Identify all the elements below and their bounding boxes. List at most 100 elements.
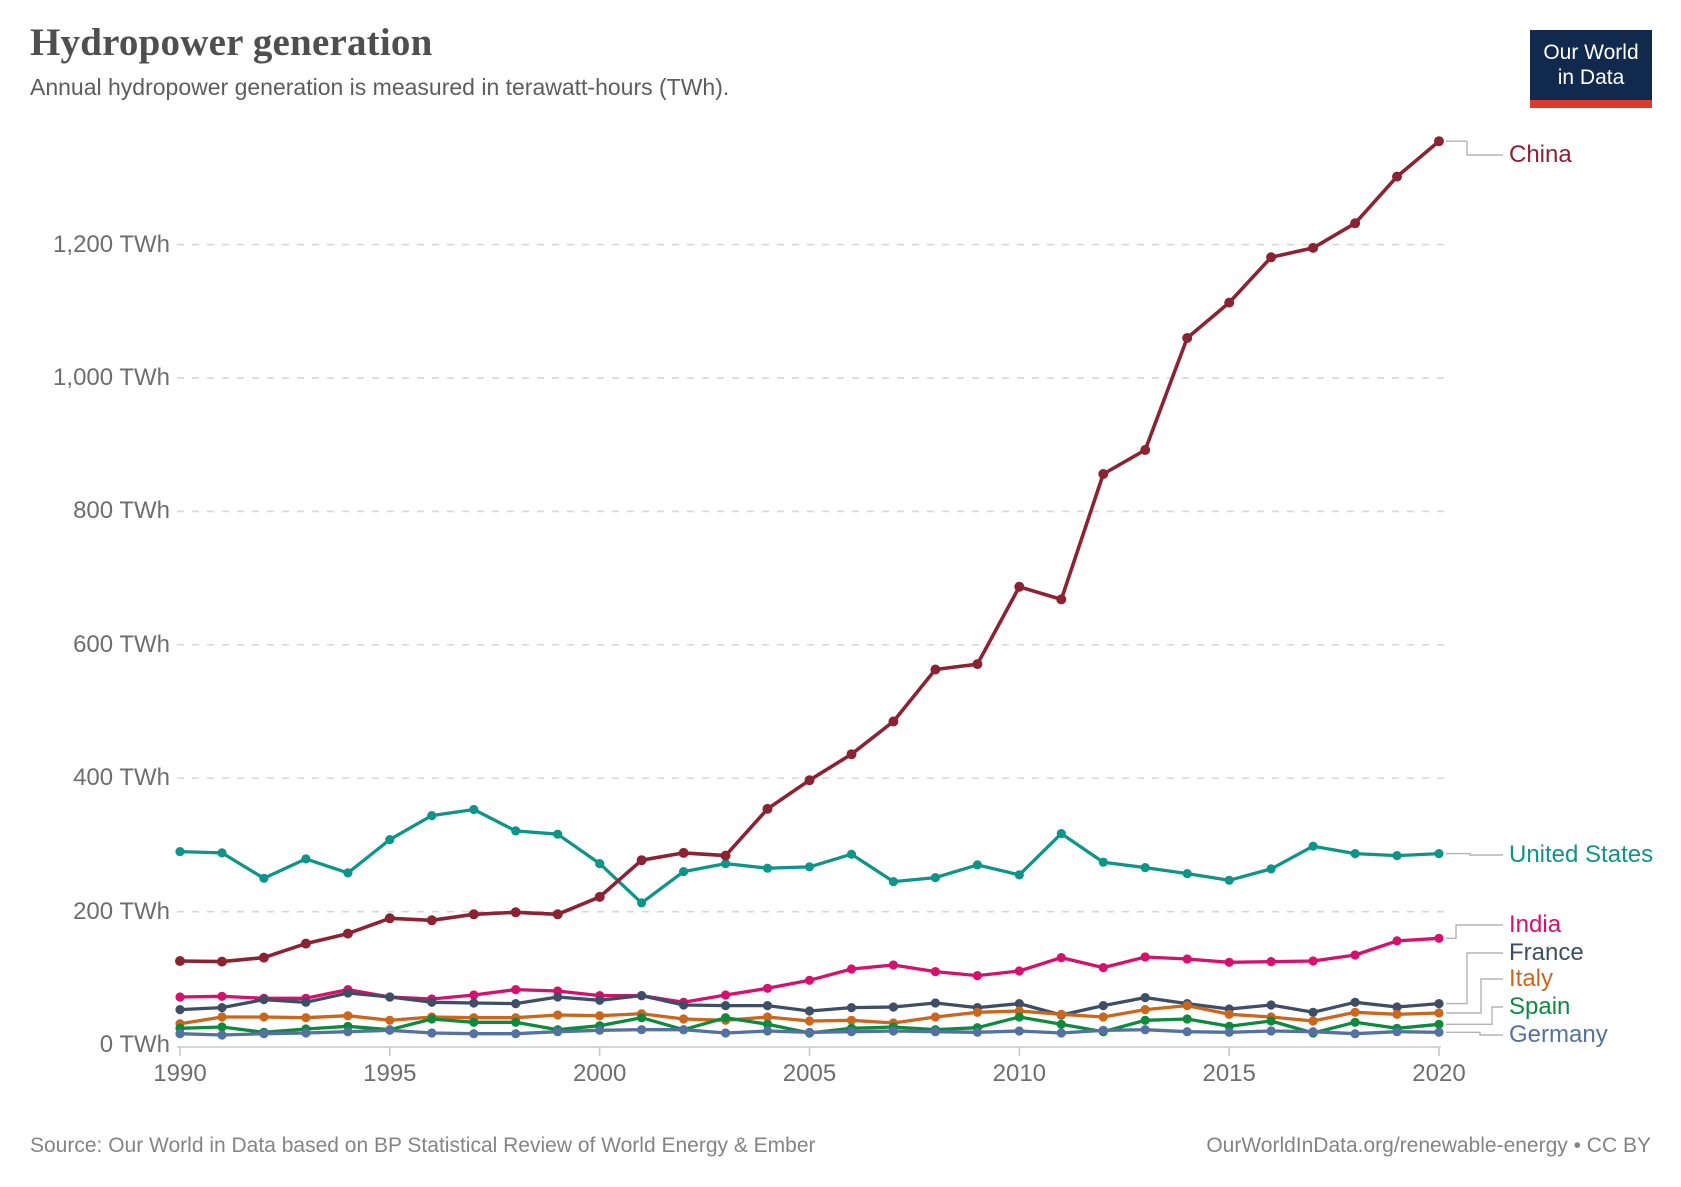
data-point-united-states xyxy=(846,849,857,859)
data-point-united-states xyxy=(721,859,731,869)
data-point-france xyxy=(1434,999,1444,1009)
y-tick-label: 1,200 TWh xyxy=(53,230,170,258)
data-point-germany xyxy=(1350,1029,1360,1039)
data-point-italy xyxy=(1056,1009,1066,1019)
data-point-germany xyxy=(511,1029,521,1039)
data-point-germany xyxy=(175,1029,185,1039)
data-point-france xyxy=(1014,999,1024,1009)
data-point-china xyxy=(1392,171,1402,182)
data-point-united-states xyxy=(1014,870,1024,880)
data-point-united-states xyxy=(511,826,521,836)
y-tick-label: 0 TWh xyxy=(99,1031,170,1058)
data-point-india xyxy=(721,990,731,1000)
data-point-india xyxy=(1392,936,1402,946)
data-point-united-states xyxy=(427,811,437,821)
data-point-germany xyxy=(721,1028,731,1038)
series-line-india xyxy=(178,936,1441,1004)
series-line-united-states xyxy=(178,807,1441,905)
data-point-united-states xyxy=(1140,863,1150,873)
y-tick-label: 200 TWh xyxy=(73,897,170,925)
data-point-spain xyxy=(217,1022,227,1032)
license-note: OurWorldInData.org/renewable-energy • CC… xyxy=(1206,1134,1651,1157)
data-point-france xyxy=(595,995,605,1005)
data-point-germany xyxy=(553,1027,563,1037)
legend-connector-france xyxy=(1446,952,1503,1005)
data-point-germany xyxy=(1098,1025,1108,1035)
data-point-france xyxy=(721,1001,731,1011)
data-point-china xyxy=(594,891,605,902)
data-point-france xyxy=(553,992,563,1002)
x-tick-label: 2010 xyxy=(992,1060,1047,1087)
data-point-germany xyxy=(846,1027,857,1037)
legend-connector-united-states xyxy=(1446,852,1503,856)
data-point-italy xyxy=(1308,1016,1318,1026)
data-point-china xyxy=(217,956,227,967)
data-point-china xyxy=(468,909,479,920)
data-point-germany xyxy=(1140,1025,1150,1035)
data-point-spain xyxy=(1140,1015,1150,1025)
owid-logo-accent-bar xyxy=(1530,100,1652,108)
data-point-italy xyxy=(553,1010,563,1020)
data-point-italy xyxy=(1098,1012,1108,1022)
x-tick-label: 2015 xyxy=(1202,1060,1256,1087)
data-point-united-states xyxy=(1098,857,1108,867)
data-point-italy xyxy=(1350,1007,1360,1017)
series-label-italy: Italy xyxy=(1509,965,1554,992)
data-point-germany xyxy=(930,1027,941,1037)
data-point-united-states xyxy=(1350,849,1360,859)
data-point-france xyxy=(427,997,437,1007)
data-point-india xyxy=(846,964,857,974)
data-point-united-states xyxy=(175,847,185,857)
data-point-united-states xyxy=(1182,869,1192,879)
data-point-india xyxy=(1140,952,1150,962)
data-point-italy xyxy=(1392,1009,1402,1019)
data-point-italy xyxy=(301,1013,311,1023)
data-point-germany xyxy=(1224,1027,1234,1037)
data-point-china xyxy=(1308,242,1319,253)
data-point-china xyxy=(972,659,983,670)
legend-connector-italy xyxy=(1446,978,1503,1014)
data-point-china xyxy=(846,749,857,760)
data-point-united-states xyxy=(1392,851,1402,861)
data-point-united-states xyxy=(762,863,773,873)
x-tick-label: 2000 xyxy=(572,1060,627,1087)
data-point-china xyxy=(510,907,521,918)
data-point-germany xyxy=(301,1028,311,1038)
data-point-united-states xyxy=(1308,841,1318,851)
data-point-india xyxy=(469,990,479,1000)
data-point-germany xyxy=(1266,1026,1276,1036)
series-label-united-states: United States xyxy=(1509,841,1654,868)
data-point-france xyxy=(1308,1007,1318,1017)
data-point-germany xyxy=(1434,1027,1444,1037)
data-point-india xyxy=(1224,957,1234,967)
data-point-germany xyxy=(1056,1028,1066,1038)
data-point-india xyxy=(1056,953,1066,963)
data-point-india xyxy=(804,975,815,985)
data-point-italy xyxy=(804,1016,815,1026)
data-point-germany xyxy=(762,1026,773,1036)
data-point-france xyxy=(343,988,353,998)
data-point-india xyxy=(175,992,185,1002)
data-point-india xyxy=(1014,966,1024,976)
data-point-italy xyxy=(762,1012,773,1022)
data-point-united-states xyxy=(595,859,605,869)
x-tick-label: 2020 xyxy=(1412,1060,1466,1087)
data-point-spain xyxy=(469,1017,479,1027)
data-point-united-states xyxy=(637,898,647,908)
data-point-italy xyxy=(259,1012,269,1022)
data-point-united-states xyxy=(343,868,353,878)
data-point-germany xyxy=(804,1027,815,1037)
data-point-germany xyxy=(1182,1027,1192,1037)
x-tick-label: 2005 xyxy=(782,1060,837,1087)
data-point-france xyxy=(259,995,269,1005)
data-point-china xyxy=(1224,297,1235,308)
data-point-china xyxy=(384,913,395,924)
data-point-united-states xyxy=(259,873,269,883)
data-point-china xyxy=(1056,594,1067,605)
x-tick-label: 1990 xyxy=(153,1060,207,1087)
data-point-france xyxy=(679,1000,689,1010)
data-point-india xyxy=(888,960,899,970)
y-tick-label: 800 TWh xyxy=(73,497,170,525)
data-point-united-states xyxy=(301,854,311,864)
